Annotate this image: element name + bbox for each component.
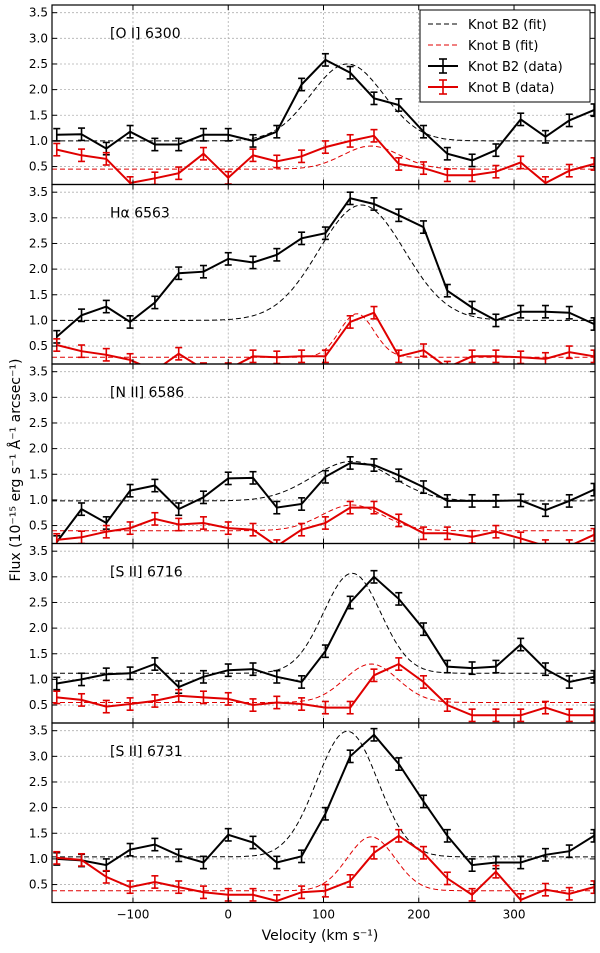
panel-label: Hα 6563 <box>110 206 170 222</box>
x-tick-label: 100 <box>312 908 335 922</box>
y-tick-label: 1.0 <box>29 134 48 148</box>
y-tick-label: 0.5 <box>29 339 48 353</box>
panel-1: 0.5 1.0 1.5 2.0 2.5 3.0 3.5 [O I] 6300 <box>29 4 596 186</box>
x-tick-label: 0 <box>224 908 232 922</box>
x-tick-label: 300 <box>503 908 526 922</box>
y-tick-label: 2.0 <box>29 442 48 456</box>
y-tick-label: 0.5 <box>29 698 48 712</box>
y-tick-label: 3.5 <box>29 365 48 379</box>
y-tick-label: 3.0 <box>29 211 48 225</box>
y-tick-label: 1.5 <box>29 467 48 481</box>
y-tick-label: 2.0 <box>29 621 48 635</box>
fit-b2-line <box>52 730 595 858</box>
panel-3: 0.5 1.0 1.5 2.0 2.5 3.0 3.5 [N II] 6586 <box>29 363 596 545</box>
y-tick-label: 2.0 <box>29 83 48 97</box>
y-tick-label: 1.5 <box>29 826 48 840</box>
y-tick-label: 3.5 <box>29 185 48 199</box>
y-tick-label: 3.0 <box>29 749 48 763</box>
data-b2-line <box>56 575 595 689</box>
panel-4: 0.5 1.0 1.5 2.0 2.5 3.0 3.5 [S II] 6716 <box>29 542 596 724</box>
panel-plot-area <box>52 52 595 185</box>
fit-b2-line <box>52 63 595 142</box>
legend: Knot B2 (fit) Knot B (fit) Knot B2 (data) K… <box>419 9 591 103</box>
panel-plot-area <box>52 456 595 544</box>
y-tick-label: 1.0 <box>29 672 48 686</box>
legend-entry: Knot B (data) <box>468 81 554 96</box>
y-tick-label: 1.5 <box>29 288 48 302</box>
y-tick-label: 1.0 <box>29 852 48 866</box>
panel-label: [S II] 6716 <box>110 565 183 581</box>
panel-plot-area <box>52 569 595 723</box>
y-tick-label: 2.5 <box>29 775 48 789</box>
y-tick-label: 2.0 <box>29 801 48 815</box>
y-tick-label: 3.5 <box>29 724 48 738</box>
panel-label: [N II] 6586 <box>110 385 184 401</box>
y-tick-label: 1.5 <box>29 647 48 661</box>
y-tick-label: 1.0 <box>29 313 48 327</box>
y-tick-label: 3.0 <box>29 570 48 584</box>
x-tick-label: 200 <box>407 908 430 922</box>
x-tick-label: −100 <box>116 908 149 922</box>
y-axis-label: Flux (10⁻¹⁵ erg s⁻¹ Å⁻¹ arcsec⁻¹) <box>7 359 24 582</box>
legend-entry: Knot B2 (fit) <box>468 18 547 33</box>
legend-entry: Knot B2 (data) <box>468 60 563 75</box>
fit-b2-line <box>52 204 595 321</box>
legend-entry: Knot B (fit) <box>468 39 538 54</box>
y-tick-label: 0.5 <box>29 160 48 174</box>
panel-plot-area <box>52 727 595 903</box>
panel-5: 0.5 1.0 1.5 2.0 2.5 3.0 3.5 [S II] 6731 −100 0 100… <box>29 722 596 922</box>
fit-b-line <box>52 836 595 892</box>
y-tick-label: 2.5 <box>29 595 48 609</box>
panel-2: 0.5 1.0 1.5 2.0 2.5 3.0 3.5 Hα 6563 <box>29 183 596 365</box>
panel-plot-area <box>52 191 595 364</box>
y-tick-label: 0.5 <box>29 878 48 892</box>
y-tick-label: 2.5 <box>29 416 48 430</box>
y-tick-label: 1.5 <box>29 108 48 122</box>
y-tick-label: 1.0 <box>29 493 48 507</box>
panel-label: [S II] 6731 <box>110 744 183 760</box>
y-tick-label: 3.0 <box>29 390 48 404</box>
y-tick-label: 0.5 <box>29 519 48 533</box>
fit-b2-line <box>52 572 595 674</box>
y-tick-label: 3.5 <box>29 544 48 558</box>
y-tick-label: 2.5 <box>29 57 48 71</box>
panel-label: [O I] 6300 <box>110 26 181 42</box>
y-tick-label: 2.5 <box>29 236 48 250</box>
data-b2-line <box>56 733 595 867</box>
fit-b-line <box>52 504 595 532</box>
y-tick-label: 2.0 <box>29 262 48 276</box>
y-tick-label: 3.5 <box>29 6 48 20</box>
y-tick-label: 3.0 <box>29 31 48 45</box>
x-axis-label: Velocity (km s⁻¹) <box>262 928 379 944</box>
